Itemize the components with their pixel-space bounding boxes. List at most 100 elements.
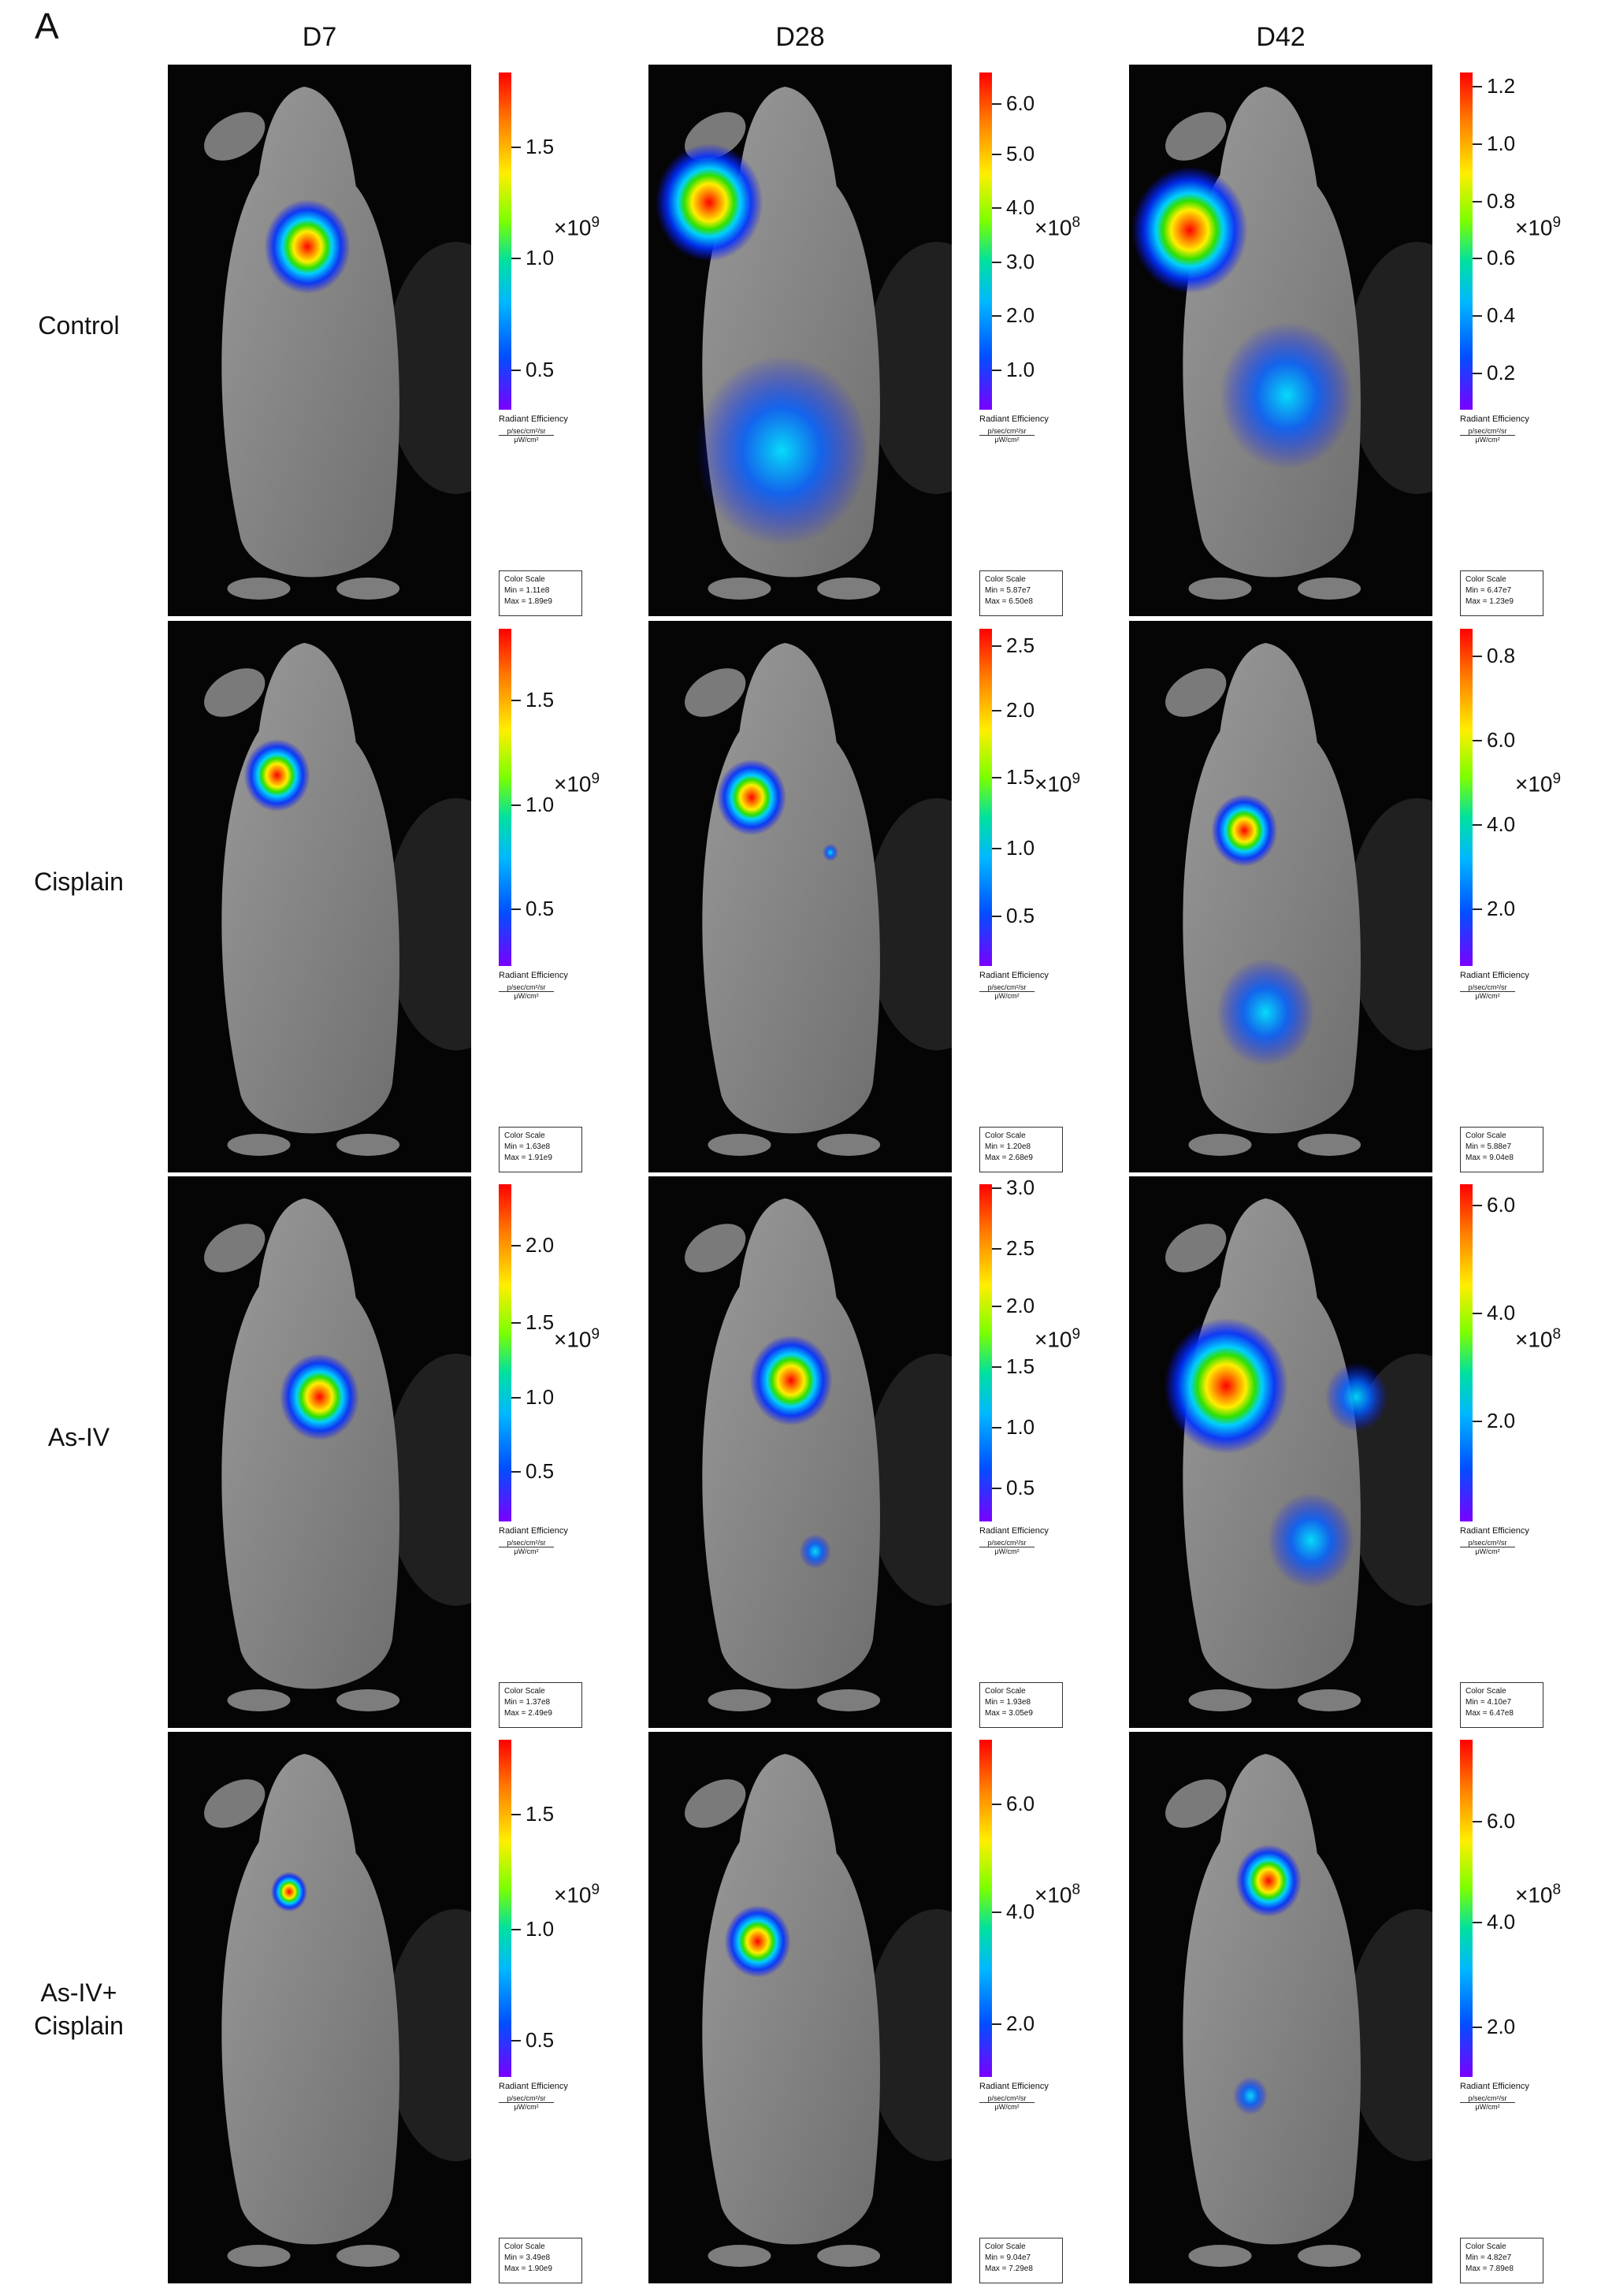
mouse-body — [221, 1754, 399, 2245]
unit-denominator: μW/cm² — [514, 1547, 539, 1555]
scale-tick-label: 6.0 — [1487, 1808, 1516, 1833]
scale-tick-label: 2.0 — [1006, 303, 1035, 328]
scale-tick-label: 0.8 — [1487, 188, 1516, 213]
scale-tick — [1473, 200, 1482, 202]
unit-numerator: p/sec/cm²/sr — [499, 427, 554, 436]
scale-tick — [511, 147, 521, 149]
scale-multiplier-base: ×10 — [554, 215, 592, 240]
radiant-efficiency-unit: p/sec/cm²/sr μW/cm² — [979, 983, 1035, 1000]
mouse-image — [1129, 65, 1432, 616]
color-scale-bar — [979, 629, 992, 966]
background-sheen — [384, 242, 471, 494]
scale-tick — [992, 1306, 1001, 1308]
mouse-image — [168, 1176, 471, 1728]
color-scale-min: Min = 1.63e8 — [504, 1142, 551, 1151]
scale-exponent: 9 — [591, 214, 600, 231]
color-scale-max: Max = 1.89e9 — [504, 597, 552, 606]
scale-multiplier-base: ×10 — [554, 771, 592, 797]
color-scale-max: Max = 6.47e8 — [1465, 1709, 1514, 1718]
radiant-efficiency-label: Radiant Efficiency — [979, 414, 1049, 424]
scale-tick-label: 0.5 — [526, 897, 555, 921]
radiant-efficiency-unit: p/sec/cm²/sr μW/cm² — [979, 1539, 1035, 1555]
unit-numerator: p/sec/cm²/sr — [1460, 427, 1515, 436]
mouse-image — [1129, 621, 1432, 1172]
radiant-efficiency-unit: p/sec/cm²/sr μW/cm² — [1460, 427, 1515, 444]
radiant-efficiency-label: Radiant Efficiency — [1460, 2082, 1529, 2091]
scale-tick — [1473, 143, 1482, 145]
scale-multiplier-base: ×10 — [1515, 215, 1553, 240]
scale-multiplier: ×109 — [554, 771, 600, 797]
scale-tick-label: 2.0 — [1006, 2011, 1035, 2035]
scale-tick — [992, 848, 1001, 850]
color-scale-min: Min = 3.49e8 — [504, 2253, 551, 2262]
mouse-image — [1129, 1732, 1432, 2283]
scale-exponent: 9 — [1552, 214, 1562, 231]
mouse-foot — [708, 2245, 771, 2267]
radiant-efficiency-label: Radiant Efficiency — [499, 1526, 568, 1536]
column-header-d42: D42 — [1256, 22, 1306, 52]
color-scale-bar — [979, 1740, 992, 2077]
scale-tick — [992, 1366, 1001, 1369]
scale-multiplier-base: ×10 — [1515, 1327, 1553, 1352]
scale-tick-label: 0.5 — [526, 357, 555, 381]
scale-tick-label: 2.5 — [1006, 1236, 1035, 1261]
scale-tick-label: 0.5 — [1006, 1476, 1035, 1500]
mouse-body — [221, 1198, 399, 1689]
scale-tick — [1473, 1420, 1482, 1422]
color-scale-bar — [979, 1184, 992, 1521]
scale-tick — [511, 1470, 521, 1473]
unit-numerator: p/sec/cm²/sr — [979, 1539, 1035, 1547]
radiant-efficiency-unit: p/sec/cm²/sr μW/cm² — [979, 2094, 1035, 2111]
scale-tick — [992, 1911, 1001, 1914]
unit-numerator: p/sec/cm²/sr — [499, 983, 554, 992]
mouse-foot — [1188, 1134, 1252, 1156]
scale-tick — [992, 315, 1001, 318]
scale-tick-label: 1.5 — [526, 1310, 555, 1335]
color-scale-min: Min = 4.10e7 — [1465, 1698, 1512, 1707]
scale-tick — [511, 908, 521, 911]
luminescence-hotspot — [716, 759, 786, 836]
scale-tick — [992, 1804, 1001, 1806]
row-label-2: Cisplain — [34, 868, 124, 896]
scale-exponent: 9 — [591, 1881, 600, 1898]
background-sheen — [384, 1354, 471, 1606]
unit-numerator: p/sec/cm²/sr — [979, 983, 1035, 992]
unit-denominator: μW/cm² — [1475, 2103, 1500, 2111]
panel-label: A — [35, 6, 59, 46]
scale-tick-label: 2.0 — [1487, 1408, 1516, 1432]
luminescence-signal — [1217, 958, 1315, 1067]
scale-tick-label: 0.5 — [526, 1458, 555, 1483]
mouse-foot — [708, 578, 771, 600]
scale-exponent: 9 — [1072, 770, 1081, 787]
mouse-foot — [1298, 1689, 1361, 1711]
scale-tick-label: 1.0 — [1006, 836, 1035, 860]
scale-multiplier-base: ×10 — [1515, 1882, 1553, 1908]
luminescence-hotspot — [1164, 1317, 1288, 1455]
scale-tick-label: 6.0 — [1487, 1192, 1516, 1217]
scale-tick-label: 4.0 — [1006, 1900, 1035, 1924]
mouse-foot — [1188, 1689, 1252, 1711]
background-sheen — [384, 798, 471, 1050]
luminescence-hotspot — [270, 1871, 308, 1912]
scale-tick — [511, 369, 521, 371]
unit-numerator: p/sec/cm²/sr — [1460, 2094, 1515, 2103]
mouse-body — [1183, 1754, 1361, 2245]
scale-tick-label: 2.0 — [1487, 2014, 1516, 2038]
luminescence-hotspot — [280, 1353, 359, 1441]
scale-tick-label: 6.0 — [1487, 728, 1516, 752]
color-scale-scale-title: Color Scale — [985, 575, 1026, 584]
scale-multiplier-base: ×10 — [554, 1882, 592, 1908]
scale-exponent: 9 — [591, 1325, 600, 1343]
mouse-image — [648, 1732, 952, 2283]
scale-tick-label: 0.6 — [1487, 246, 1516, 270]
scale-tick — [1473, 740, 1482, 742]
background-sheen — [865, 1909, 952, 2161]
scale-tick-label: 3.0 — [1006, 1176, 1035, 1200]
scale-tick — [511, 804, 521, 806]
scale-tick-label: 2.0 — [1487, 897, 1516, 921]
scale-multiplier: ×109 — [554, 1326, 600, 1352]
luminescence-hotspot — [1211, 794, 1278, 867]
background-sheen — [865, 798, 952, 1050]
scale-tick — [511, 1814, 521, 1816]
